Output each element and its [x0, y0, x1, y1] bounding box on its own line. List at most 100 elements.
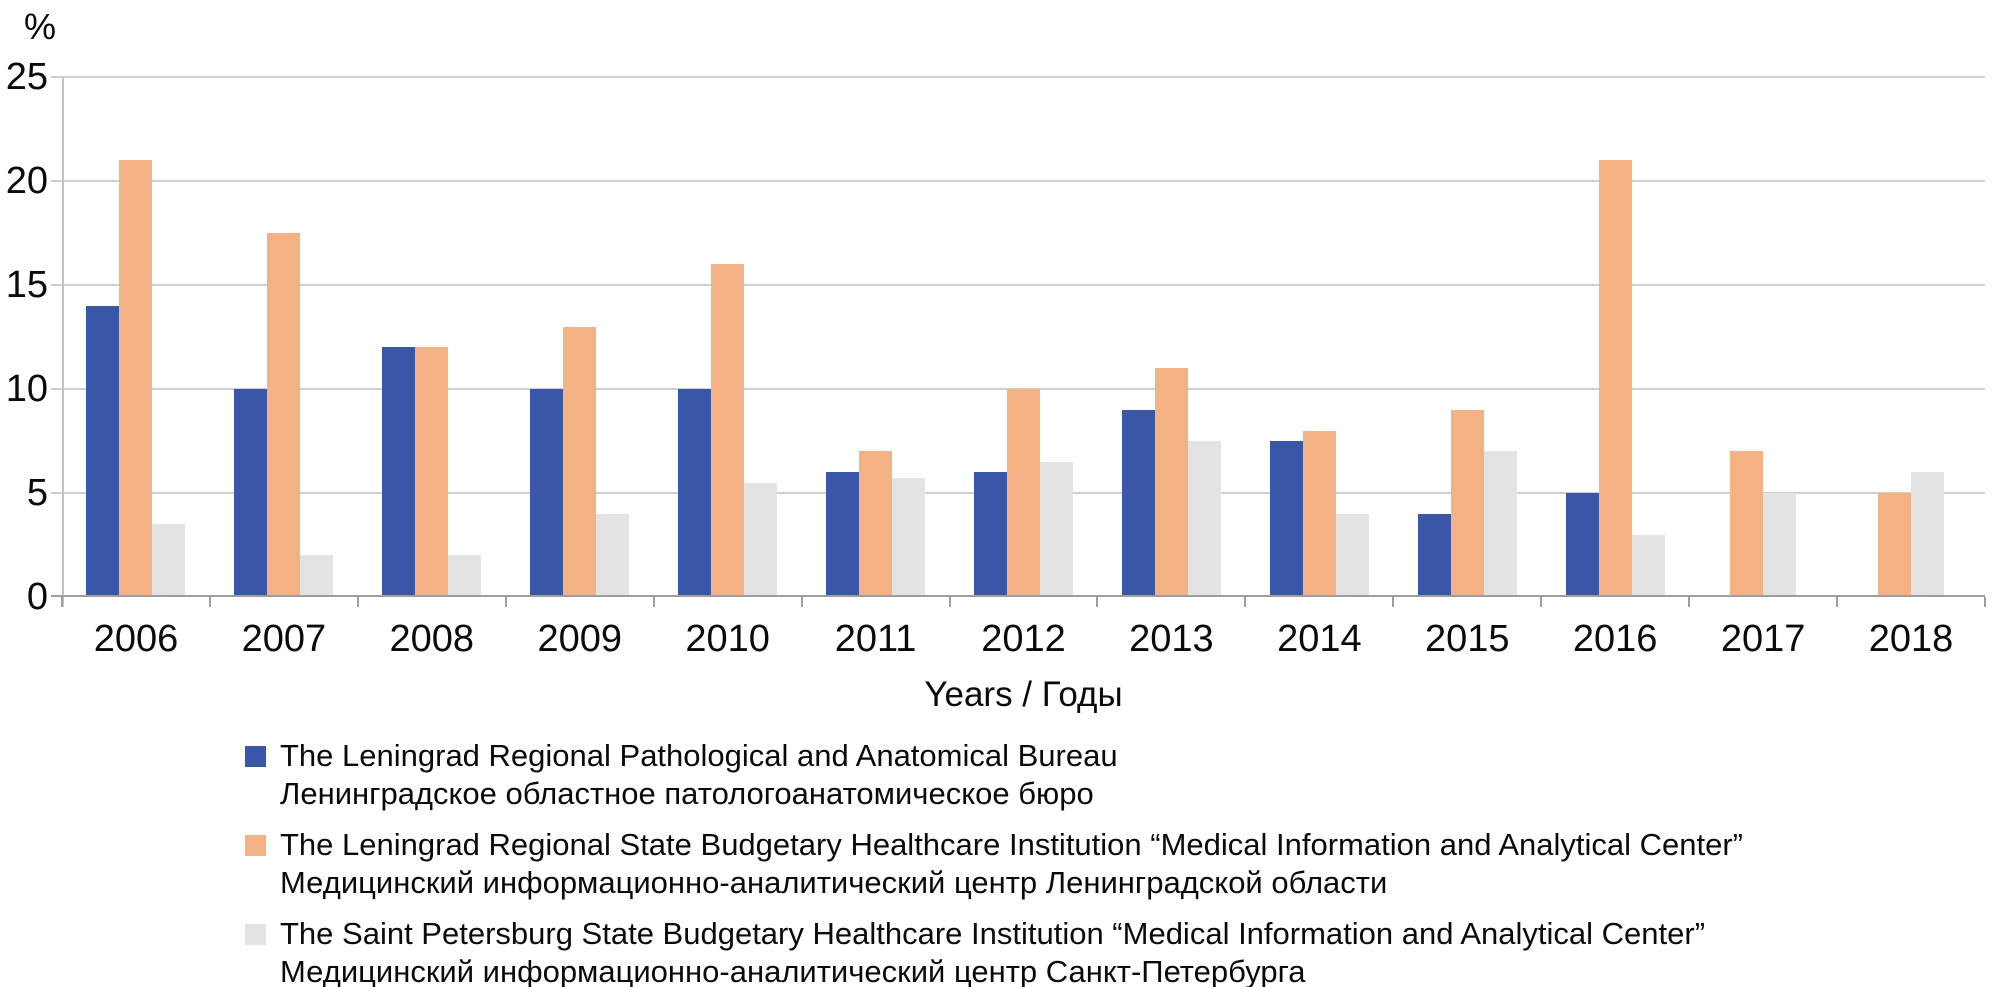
bar-group-2016 [1541, 77, 1689, 597]
legend-entry-2: The Leningrad Regional State Budgetary H… [245, 826, 1743, 902]
y-tick-label: 20 [5, 160, 48, 202]
bar-series1-2009 [530, 389, 564, 597]
legend-entry-1: The Leningrad Regional Pathological and … [245, 737, 1743, 813]
bar-group-2008 [358, 77, 506, 597]
x-category-label: 2009 [537, 618, 622, 660]
bar-group-2010 [654, 77, 802, 597]
legend-entry-text: The Leningrad Regional State Budgetary H… [280, 826, 1743, 902]
bar-series1-2007 [234, 389, 268, 597]
x-axis-tick [504, 597, 507, 607]
bar-series2-2008 [415, 347, 449, 597]
bar-group-2018 [1837, 77, 1985, 597]
bar-series2-2014 [1302, 430, 1336, 597]
legend-swatch-icon [245, 835, 266, 856]
x-category-label: 2017 [1720, 618, 1806, 660]
bar-group-2013 [1097, 77, 1245, 597]
x-axis-tick [356, 597, 359, 607]
y-tick-label: 15 [5, 264, 48, 306]
bar-series3-2014 [1335, 513, 1369, 597]
bar-series1-2011 [826, 472, 860, 597]
bar-series3-2009 [596, 513, 630, 597]
x-axis-title: Years / Годы [924, 675, 1123, 714]
x-axis-tick [800, 597, 803, 607]
gridline [51, 180, 1985, 182]
x-axis-line [51, 595, 1985, 597]
bar-series1-2013 [1121, 409, 1155, 597]
bar-series2-2015 [1450, 409, 1484, 597]
legend-swatch-icon [245, 746, 266, 767]
legend-label-ru: Медицинский информационно-аналитический … [280, 865, 1388, 900]
bar-series3-2010 [744, 482, 778, 597]
legend-label-en: The Saint Petersburg State Budgetary Hea… [280, 916, 1706, 951]
x-category-label: 2011 [834, 618, 917, 660]
x-category-label: 2008 [389, 618, 475, 660]
bar-series3-2011 [892, 478, 926, 597]
legend-label-en: The Leningrad Regional Pathological and … [280, 738, 1118, 773]
bar-series3-2015 [1483, 451, 1517, 597]
bar-group-2014 [1245, 77, 1393, 597]
x-axis-tick [208, 597, 211, 607]
bar-series2-2009 [563, 326, 597, 597]
bar-series1-2016 [1565, 493, 1599, 597]
bar-series1-2006 [86, 305, 120, 597]
legend-swatch-icon [245, 924, 266, 945]
bar-group-2007 [210, 77, 358, 597]
gridline [51, 284, 1985, 286]
bar-series3-2013 [1187, 441, 1221, 597]
bar-group-2006 [62, 77, 210, 597]
bar-series2-2006 [119, 160, 153, 597]
legend-entry-text: The Leningrad Regional Pathological and … [280, 737, 1118, 813]
gridline [51, 76, 1985, 78]
bar-series2-2013 [1154, 368, 1188, 597]
legend: The Leningrad Regional Pathological and … [245, 737, 1743, 987]
bar-series2-2012 [1006, 389, 1040, 597]
bar-series2-2010 [711, 264, 745, 597]
bar-group-2011 [802, 77, 950, 597]
bar-series2-2016 [1598, 160, 1632, 597]
bar-series1-2014 [1269, 441, 1303, 597]
bar-series3-2007 [300, 555, 334, 597]
bar-series3-2012 [1039, 461, 1073, 597]
x-category-label: 2016 [1572, 618, 1658, 660]
y-axis-tick-labels: 0 5 10 15 20 25 [0, 58, 48, 616]
bar-series1-2010 [678, 389, 712, 597]
bars-container [62, 77, 1985, 597]
bar-series3-2018 [1911, 472, 1945, 597]
bar-series3-2008 [448, 555, 482, 597]
bar-series1-2012 [973, 472, 1007, 597]
y-axis-unit-label: % [24, 6, 57, 47]
bar-series2-2017 [1730, 451, 1764, 597]
x-category-label: 2015 [1424, 618, 1510, 660]
bar-series3-2017 [1763, 493, 1797, 597]
x-axis-tick [1984, 597, 1986, 607]
legend-label-en: The Leningrad Regional State Budgetary H… [280, 827, 1743, 862]
x-category-label: 2007 [241, 618, 327, 660]
bar-group-2017 [1689, 77, 1837, 597]
x-category-label: 2010 [685, 618, 770, 660]
legend-label-ru: Ленинградское областное патологоанатомич… [280, 776, 1094, 811]
bar-group-2012 [950, 77, 1098, 597]
x-axis-tick [1392, 597, 1395, 607]
y-tick-label: 10 [5, 368, 48, 410]
y-tick-label: 0 [26, 576, 48, 618]
x-category-label: 2012 [981, 618, 1066, 660]
plot-area [51, 76, 1986, 607]
y-axis-line [62, 77, 64, 607]
x-axis-tick [1540, 597, 1543, 607]
bar-series3-2006 [152, 524, 186, 597]
x-axis-tick [652, 597, 655, 607]
x-axis-tick [948, 597, 951, 607]
y-tick-label: 25 [5, 56, 48, 98]
x-axis-tick [61, 597, 63, 607]
x-category-label: 2014 [1277, 618, 1362, 660]
bar-series2-2011 [859, 451, 893, 597]
x-category-label: 2006 [93, 618, 179, 660]
legend-entry-3: The Saint Petersburg State Budgetary Hea… [245, 915, 1743, 987]
x-axis-category-labels: 2006 2007 2008 2009 2010 2011 2012 2013 2014 2015… [62, 620, 1985, 658]
bar-group-2015 [1393, 77, 1541, 597]
x-axis-tick [1836, 597, 1839, 607]
bar-series1-2008 [382, 347, 416, 597]
bar-series2-2007 [267, 233, 301, 597]
y-tick-label: 5 [26, 472, 48, 514]
